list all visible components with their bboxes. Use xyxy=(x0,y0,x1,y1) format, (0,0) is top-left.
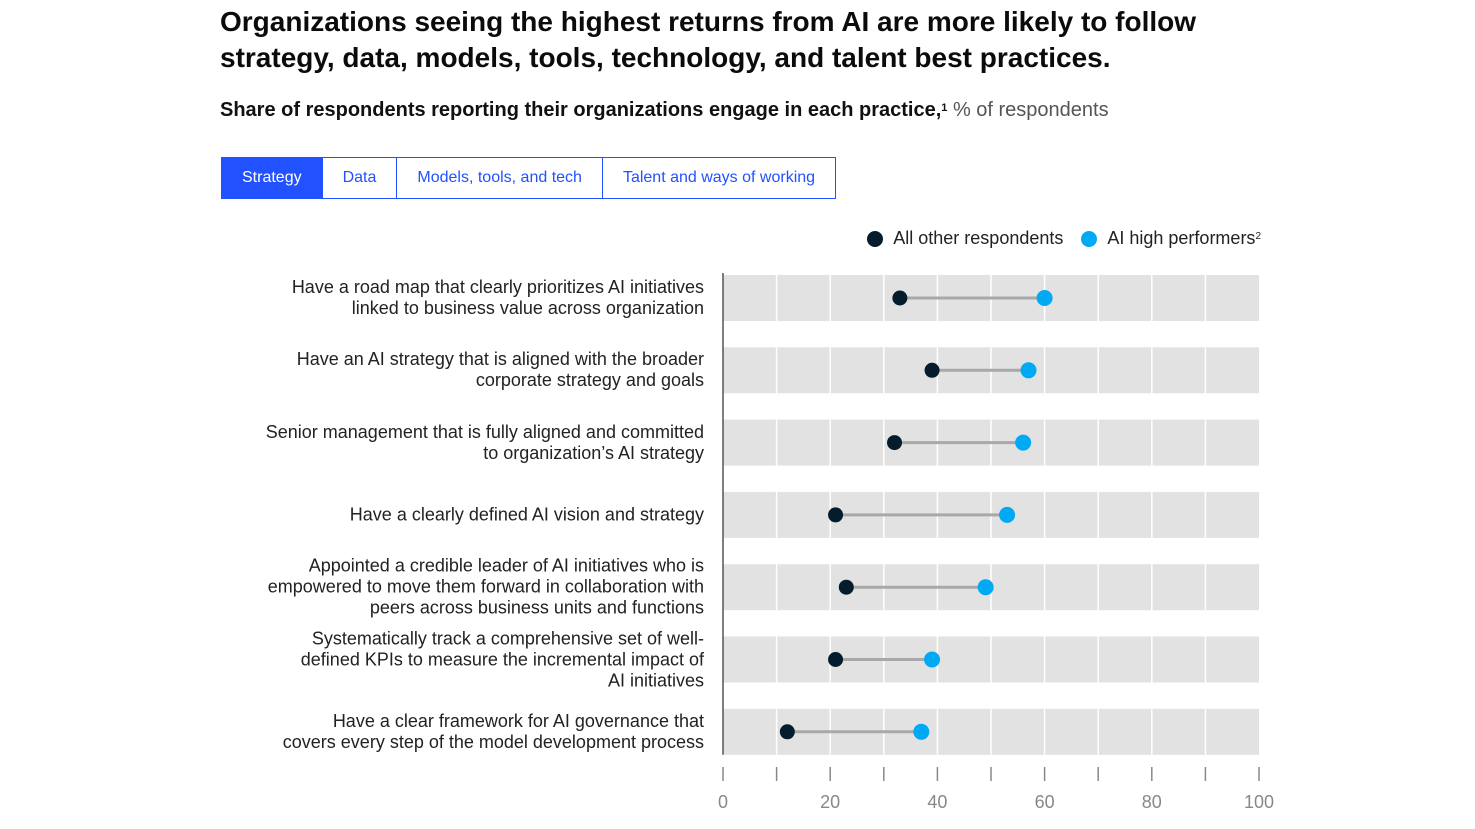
legend-dot-others xyxy=(867,230,884,247)
category-label: Appointed a credible leader of AI initia… xyxy=(267,555,704,618)
point-ai-high-performers xyxy=(1020,362,1037,379)
category-label: Have an AI strategy that is aligned with… xyxy=(296,349,704,391)
point-all-other-respondents xyxy=(924,362,940,378)
point-all-other-respondents xyxy=(828,507,844,523)
tab-data[interactable]: Data xyxy=(323,158,398,198)
point-ai-high-performers xyxy=(1036,290,1053,306)
x-tick-label: 100 xyxy=(1244,792,1274,812)
point-all-other-respondents xyxy=(887,435,903,451)
point-ai-high-performers xyxy=(924,651,941,668)
legend-item-high-performers: AI high performers 2 xyxy=(1081,228,1261,249)
category-label: Have a clear framework for AI governance… xyxy=(282,710,704,752)
subtitle-unit: % of respondents xyxy=(947,99,1109,121)
point-all-other-respondents xyxy=(838,579,854,595)
x-tick-label: 80 xyxy=(1142,792,1162,812)
point-ai-high-performers xyxy=(1015,434,1032,451)
category-label: Systematically track a comprehensive set… xyxy=(300,628,704,690)
subtitle-text: Share of respondents reporting their org… xyxy=(220,99,942,121)
point-all-other-respondents xyxy=(892,290,908,306)
legend-label-others: All other respondents xyxy=(893,228,1064,248)
point-ai-high-performers xyxy=(977,579,994,596)
category-label: Senior management that is fully aligned … xyxy=(265,421,704,463)
tab-talent-ways-of-working[interactable]: Talent and ways of working xyxy=(622,169,816,186)
legend-item-others: All other respondents xyxy=(867,228,1063,249)
x-tick-label: 0 xyxy=(718,792,728,812)
legend-dot-high-performers xyxy=(1081,230,1098,247)
x-tick-label: 20 xyxy=(820,792,840,812)
tab-bar: Strategy Data Models, tools, and tech Ta… xyxy=(221,157,837,199)
x-tick-label: 40 xyxy=(927,792,947,812)
legend-label-high-performers: AI high performers xyxy=(1107,228,1256,248)
chart-subtitle: Share of respondents reporting their org… xyxy=(220,96,1109,124)
legend-footnote: 2 xyxy=(1255,231,1261,242)
point-ai-high-performers xyxy=(999,506,1016,523)
category-label: Have a clearly defined AI vision and str… xyxy=(349,504,704,525)
point-ai-high-performers xyxy=(913,723,930,740)
tab-models-tools-tech[interactable]: Models, tools, and tech xyxy=(397,158,603,198)
chart-title: Organizations seeing the highest returns… xyxy=(220,6,1197,73)
subtitle-footnote: 1 xyxy=(941,102,948,114)
category-label: Have a road map that clearly prioritizes… xyxy=(291,277,704,318)
chart-legend: All other respondents AI high performers… xyxy=(849,228,1261,249)
tab-strategy[interactable]: Strategy xyxy=(222,158,323,198)
x-tick-label: 60 xyxy=(1035,792,1055,812)
point-all-other-respondents xyxy=(779,724,795,740)
point-all-other-respondents xyxy=(828,652,844,667)
